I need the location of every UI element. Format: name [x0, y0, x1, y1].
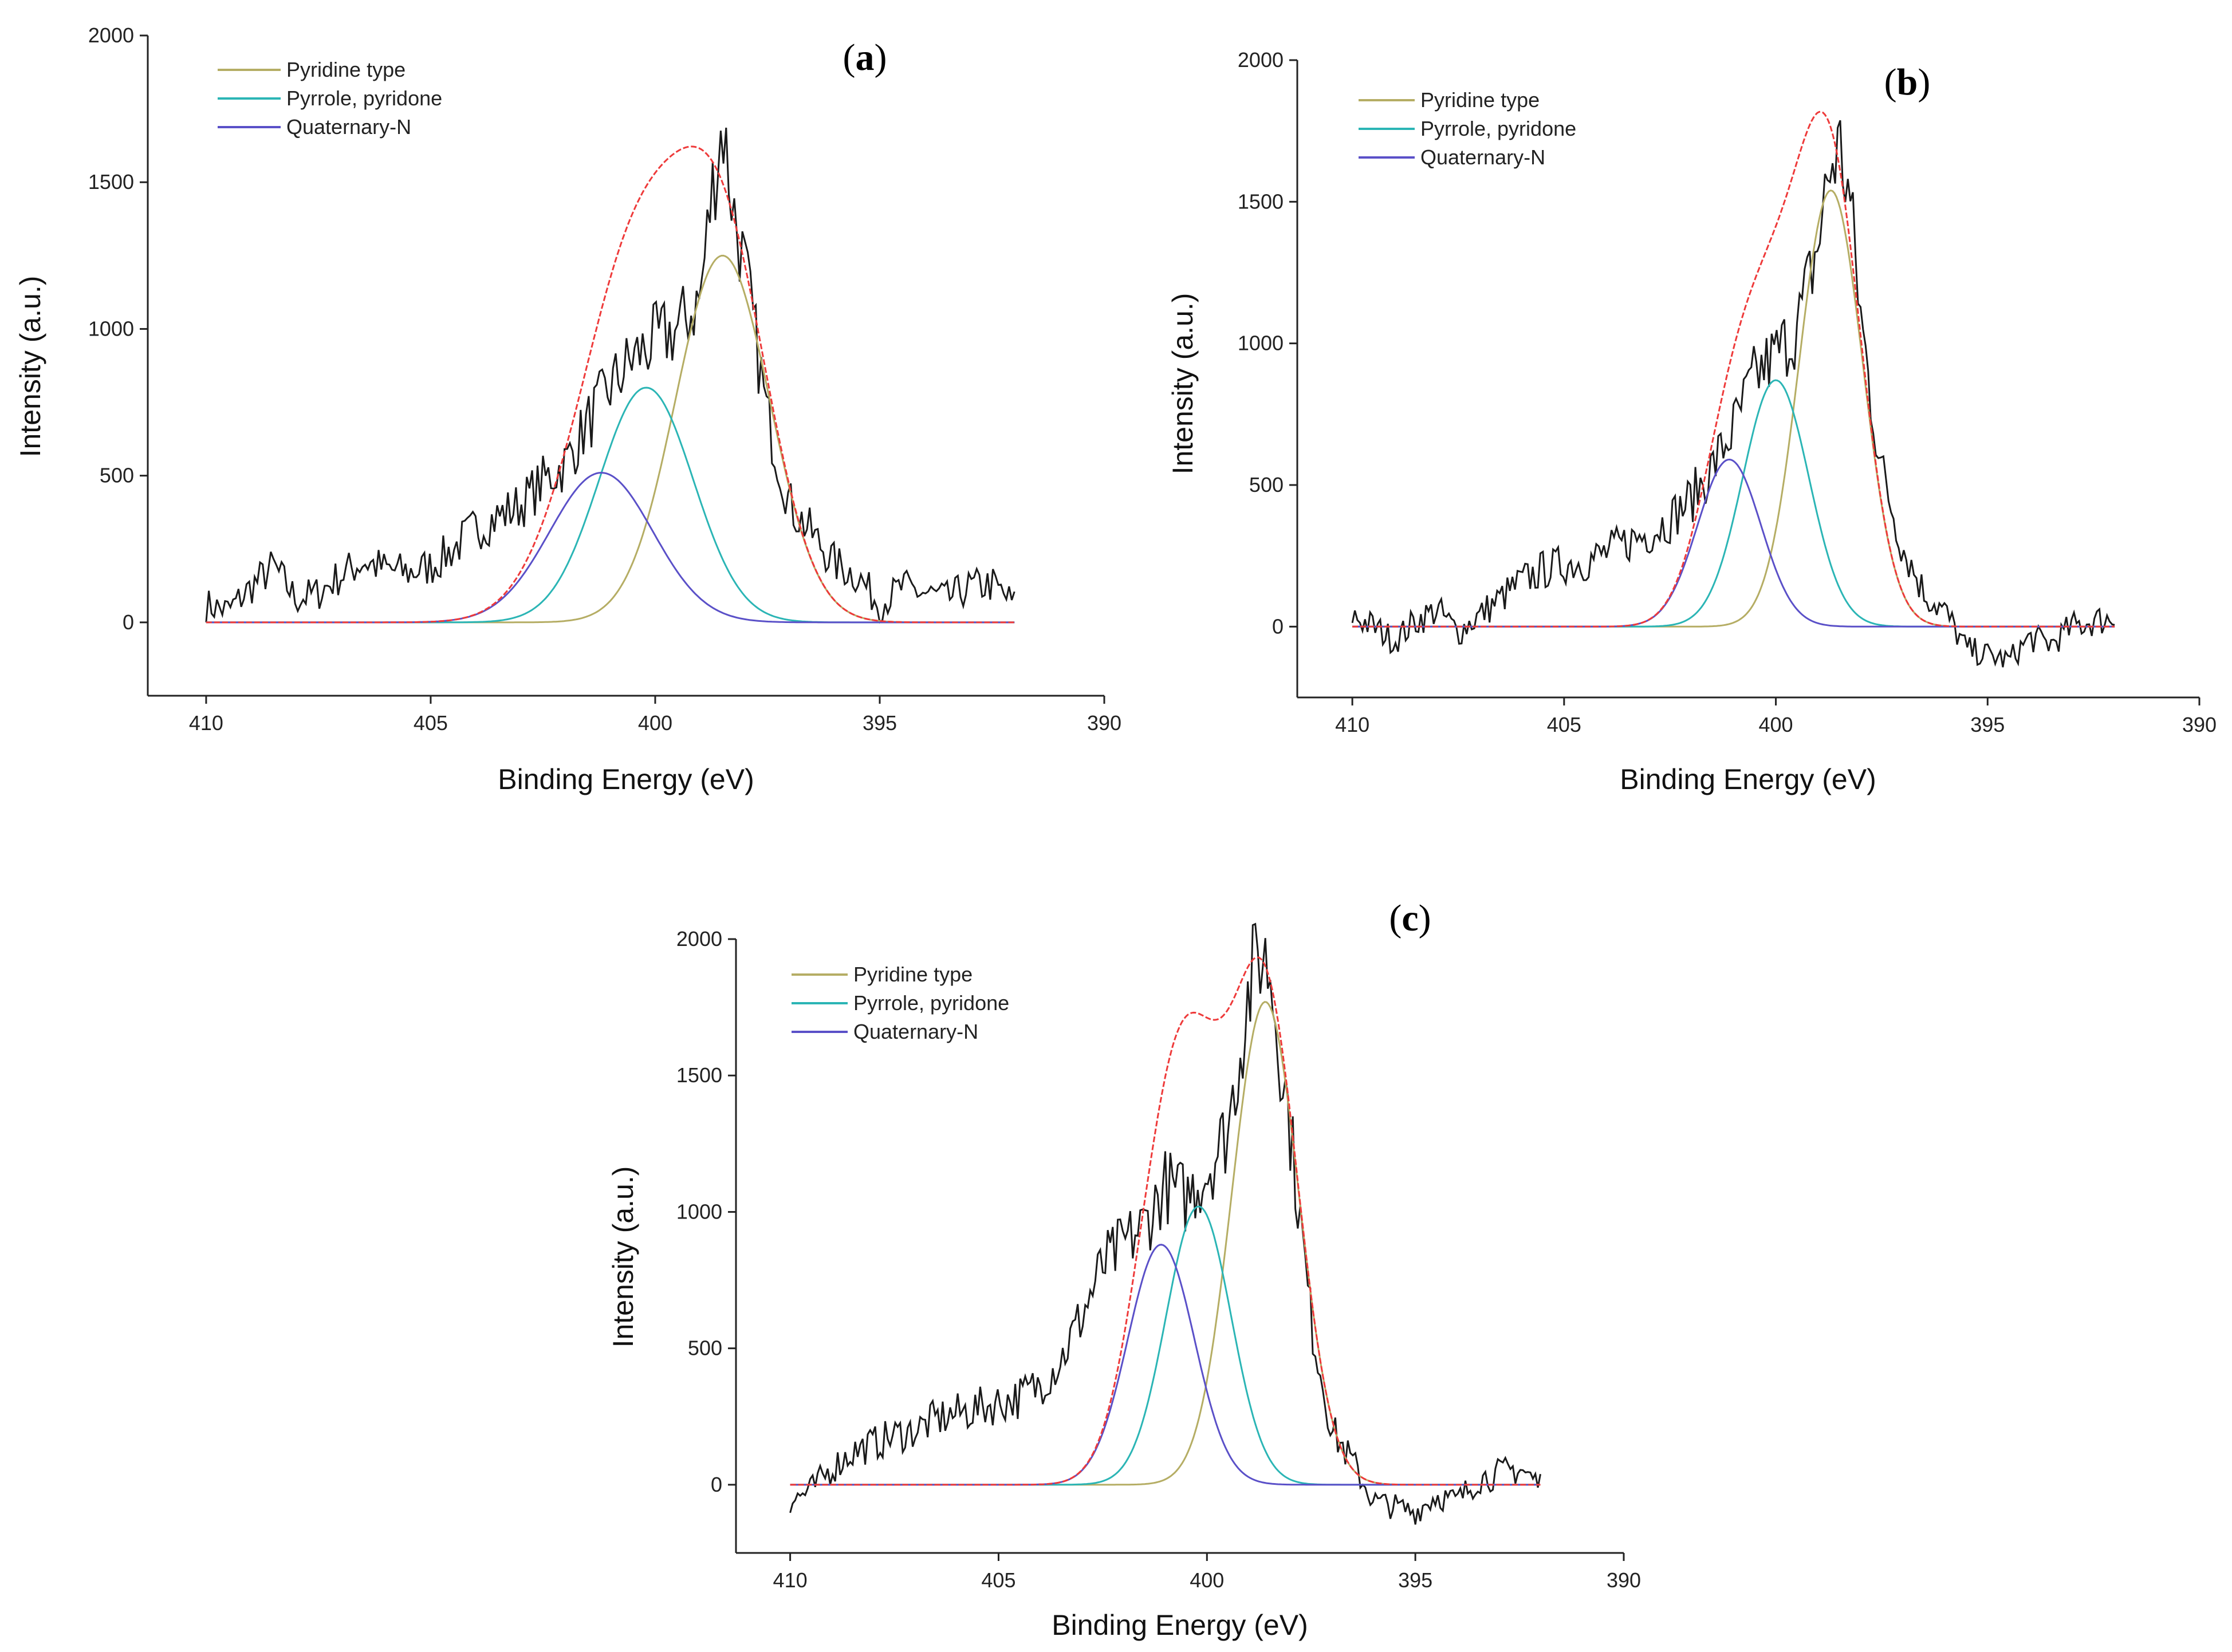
x-tick-label: 405	[981, 1568, 1015, 1592]
panel-label-b: (b)	[1884, 61, 1931, 103]
axis-ticks: 410 405 400 395 390 0 500 1000 1500 2000	[88, 23, 1121, 735]
x-axis-title: Binding Energy (eV)	[1052, 1609, 1308, 1641]
y-tick-label: 0	[711, 1473, 722, 1496]
plot-area	[1351, 111, 2115, 668]
legend-label-quaternary: Quaternary-N	[1420, 145, 1545, 169]
legend-label-pyridine: Pyridine type	[853, 963, 973, 986]
raw-spectrum-line	[1351, 120, 2115, 668]
x-tick-label: 410	[773, 1568, 808, 1592]
y-tick-label: 1500	[1238, 190, 1284, 213]
x-tick-label: 390	[2182, 713, 2217, 736]
chart-panel-c: 410 405 400 395 390 0 500 1000 1500 2000 Binding …	[607, 897, 1641, 1641]
x-tick-label: 405	[414, 711, 448, 735]
x-tick-label: 395	[1970, 713, 2005, 736]
envelope-fit-curve	[790, 956, 1541, 1486]
x-axis-title: Binding Energy (eV)	[498, 763, 754, 795]
plot-area	[789, 922, 1541, 1525]
legend-label-pyrrole: Pyrrole, pyridone	[286, 86, 442, 110]
y-tick-label: 0	[123, 610, 134, 634]
quaternary-component-curve	[206, 472, 1015, 624]
envelope-fit-curve	[1352, 111, 2115, 628]
plot-area	[205, 127, 1015, 624]
x-tick-label: 410	[1335, 713, 1369, 736]
chart-panel-a: 410 405 400 395 390 0 500 1000 1500 2000 Binding …	[14, 23, 1121, 795]
panel-label-c: (c)	[1389, 897, 1431, 939]
y-tick-label: 1500	[676, 1063, 722, 1087]
x-tick-label: 395	[863, 711, 897, 735]
x-tick-label: 400	[1190, 1568, 1224, 1592]
x-tick-label: 395	[1398, 1568, 1432, 1592]
x-tick-label: 400	[638, 711, 672, 735]
x-tick-label: 410	[189, 711, 223, 735]
y-tick-label: 1000	[676, 1200, 722, 1223]
panel-label-a: (a)	[843, 37, 887, 78]
x-axis-title: Binding Energy (eV)	[1620, 763, 1876, 795]
axis-ticks: 410 405 400 395 390 0 500 1000 1500 2000	[676, 927, 1641, 1592]
legend: Pyridine type Pyrrole, pyridone Quaterna…	[792, 963, 1009, 1043]
legend: Pyridine type Pyrrole, pyridone Quaterna…	[218, 58, 442, 139]
y-tick-label: 2000	[1238, 48, 1284, 72]
y-tick-label: 500	[688, 1336, 722, 1360]
y-axis-title: Intensity (a.u.)	[1167, 293, 1199, 475]
x-tick-label: 405	[1547, 713, 1581, 736]
y-tick-label: 500	[100, 464, 134, 487]
y-tick-label: 1000	[1238, 332, 1284, 355]
y-tick-label: 500	[1249, 473, 1284, 496]
x-tick-label: 390	[1607, 1568, 1641, 1592]
y-tick-label: 0	[1272, 614, 1284, 638]
y-tick-label: 1500	[88, 170, 134, 194]
legend-label-pyridine: Pyridine type	[1420, 88, 1540, 112]
legend-label-pyrrole: Pyrrole, pyridone	[1420, 117, 1576, 140]
y-axis-title: Intensity (a.u.)	[14, 276, 46, 458]
legend-label-quaternary: Quaternary-N	[286, 115, 411, 139]
legend-label-pyridine: Pyridine type	[286, 58, 406, 81]
chart-panel-b: 410 405 400 395 390 0 500 1000 1500 2000 Binding …	[1167, 48, 2217, 795]
legend-label-pyrrole: Pyrrole, pyridone	[853, 991, 1009, 1015]
y-tick-label: 2000	[88, 23, 134, 47]
legend: Pyridine type Pyrrole, pyridone Quaterna…	[1359, 88, 1576, 169]
y-tick-label: 2000	[676, 927, 722, 951]
raw-spectrum-line	[789, 922, 1541, 1525]
y-tick-label: 1000	[88, 317, 134, 340]
x-tick-label: 390	[1087, 711, 1121, 735]
y-axis-title: Intensity (a.u.)	[607, 1166, 639, 1348]
legend-label-quaternary: Quaternary-N	[853, 1020, 978, 1043]
axis-ticks: 410 405 400 395 390 0 500 1000 1500 2000	[1238, 48, 2217, 736]
x-tick-label: 400	[1759, 713, 1793, 736]
